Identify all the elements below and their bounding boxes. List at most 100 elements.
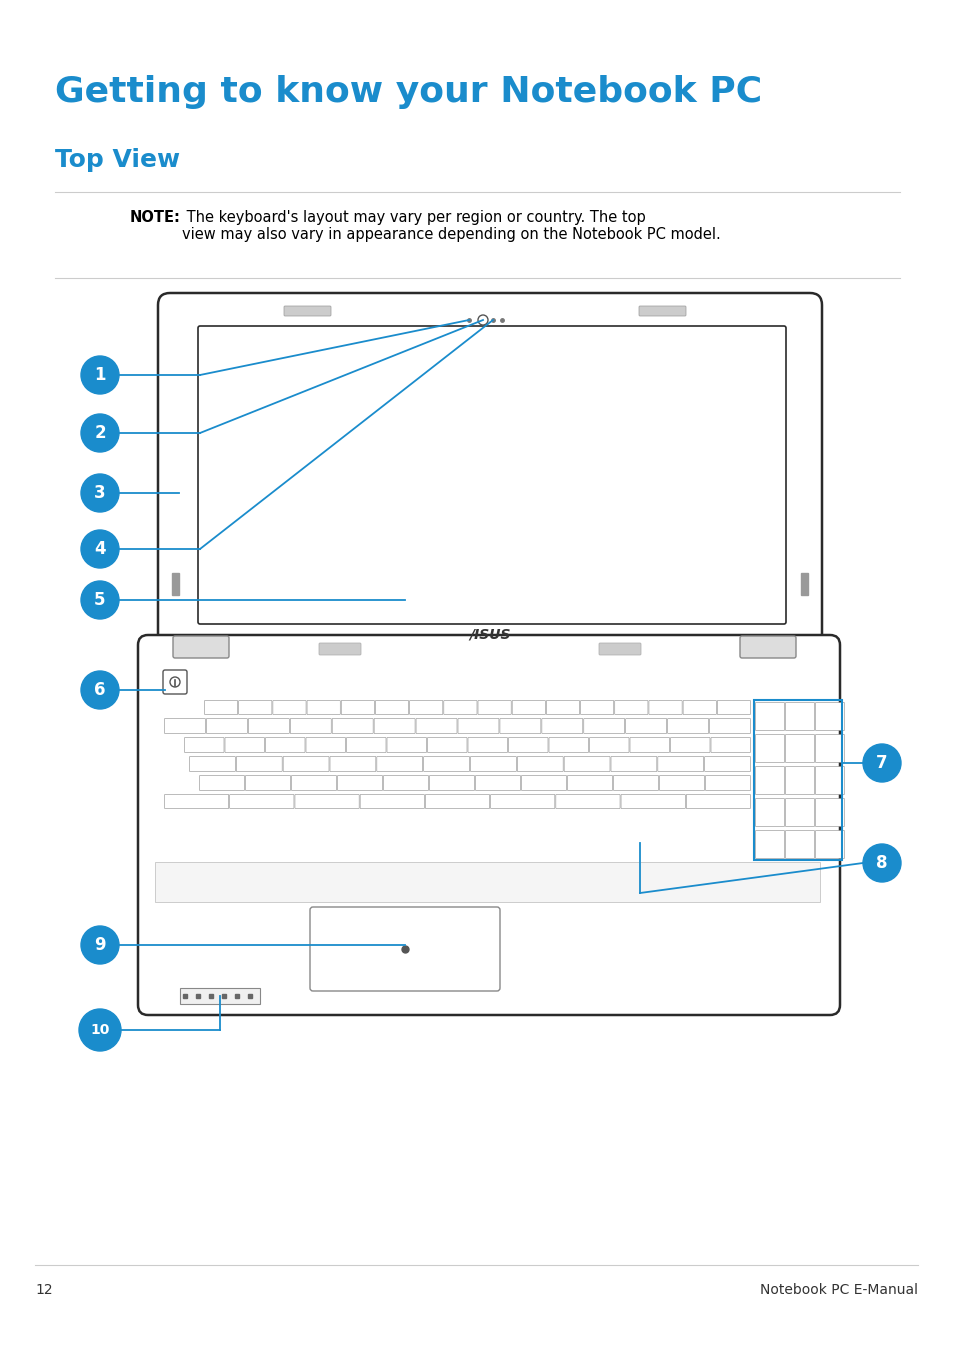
Text: Getting to know your Notebook PC: Getting to know your Notebook PC: [55, 75, 761, 109]
Circle shape: [81, 356, 119, 394]
FancyBboxPatch shape: [341, 701, 374, 714]
FancyBboxPatch shape: [658, 756, 703, 772]
Text: 5: 5: [94, 590, 106, 609]
FancyBboxPatch shape: [625, 718, 666, 733]
FancyBboxPatch shape: [409, 701, 442, 714]
Text: 8: 8: [876, 854, 887, 872]
Bar: [154, 862, 820, 902]
FancyBboxPatch shape: [429, 776, 474, 791]
FancyBboxPatch shape: [416, 718, 456, 733]
FancyBboxPatch shape: [475, 776, 520, 791]
FancyBboxPatch shape: [499, 718, 540, 733]
FancyBboxPatch shape: [238, 701, 272, 714]
FancyBboxPatch shape: [374, 718, 415, 733]
FancyBboxPatch shape: [423, 756, 469, 772]
FancyBboxPatch shape: [236, 756, 282, 772]
FancyBboxPatch shape: [294, 795, 358, 808]
FancyBboxPatch shape: [659, 776, 703, 791]
FancyBboxPatch shape: [563, 756, 609, 772]
FancyBboxPatch shape: [670, 737, 709, 752]
FancyBboxPatch shape: [717, 701, 750, 714]
FancyBboxPatch shape: [567, 776, 612, 791]
FancyBboxPatch shape: [204, 701, 237, 714]
FancyBboxPatch shape: [273, 701, 306, 714]
FancyBboxPatch shape: [330, 756, 375, 772]
FancyBboxPatch shape: [425, 795, 489, 808]
FancyBboxPatch shape: [784, 830, 814, 858]
FancyBboxPatch shape: [310, 907, 499, 991]
FancyBboxPatch shape: [613, 776, 658, 791]
Circle shape: [81, 671, 119, 709]
FancyBboxPatch shape: [225, 737, 264, 752]
Bar: [753, 699, 841, 859]
FancyBboxPatch shape: [784, 799, 814, 826]
Text: Top View: Top View: [55, 148, 180, 172]
FancyBboxPatch shape: [387, 737, 426, 752]
FancyBboxPatch shape: [138, 635, 840, 1015]
FancyBboxPatch shape: [648, 701, 681, 714]
FancyBboxPatch shape: [477, 701, 511, 714]
Text: 1: 1: [94, 366, 106, 385]
FancyBboxPatch shape: [318, 643, 360, 655]
Circle shape: [477, 315, 488, 325]
FancyBboxPatch shape: [815, 830, 843, 858]
FancyBboxPatch shape: [705, 776, 750, 791]
FancyBboxPatch shape: [755, 799, 783, 826]
FancyBboxPatch shape: [815, 767, 843, 795]
FancyBboxPatch shape: [163, 670, 187, 694]
FancyBboxPatch shape: [815, 702, 843, 730]
FancyBboxPatch shape: [629, 737, 669, 752]
FancyBboxPatch shape: [784, 767, 814, 795]
Bar: [180, 989, 260, 1003]
FancyBboxPatch shape: [360, 795, 424, 808]
FancyBboxPatch shape: [620, 795, 684, 808]
Text: NOTE:: NOTE:: [130, 210, 181, 225]
FancyBboxPatch shape: [784, 734, 814, 763]
FancyBboxPatch shape: [346, 737, 386, 752]
FancyBboxPatch shape: [164, 795, 229, 808]
FancyBboxPatch shape: [610, 756, 657, 772]
Bar: [801, 573, 807, 594]
FancyBboxPatch shape: [198, 325, 785, 624]
FancyBboxPatch shape: [589, 737, 628, 752]
Text: /ISUS: /ISUS: [469, 627, 510, 642]
FancyBboxPatch shape: [556, 795, 619, 808]
Text: 2: 2: [94, 424, 106, 443]
FancyBboxPatch shape: [546, 701, 579, 714]
FancyBboxPatch shape: [815, 799, 843, 826]
FancyBboxPatch shape: [190, 756, 235, 772]
FancyBboxPatch shape: [755, 702, 783, 730]
Circle shape: [81, 473, 119, 512]
FancyBboxPatch shape: [541, 718, 582, 733]
FancyBboxPatch shape: [512, 701, 545, 714]
Circle shape: [81, 925, 119, 964]
FancyBboxPatch shape: [685, 795, 750, 808]
FancyBboxPatch shape: [307, 701, 340, 714]
FancyBboxPatch shape: [427, 737, 467, 752]
Text: 9: 9: [94, 936, 106, 954]
FancyBboxPatch shape: [457, 718, 498, 733]
FancyBboxPatch shape: [292, 776, 336, 791]
FancyBboxPatch shape: [614, 701, 647, 714]
FancyBboxPatch shape: [158, 293, 821, 652]
FancyBboxPatch shape: [784, 702, 814, 730]
FancyBboxPatch shape: [245, 776, 291, 791]
FancyBboxPatch shape: [306, 737, 345, 752]
Circle shape: [862, 744, 900, 781]
FancyBboxPatch shape: [517, 756, 562, 772]
FancyBboxPatch shape: [580, 701, 613, 714]
FancyBboxPatch shape: [710, 737, 750, 752]
FancyBboxPatch shape: [468, 737, 507, 752]
Circle shape: [79, 1009, 121, 1050]
FancyBboxPatch shape: [755, 830, 783, 858]
Text: 10: 10: [91, 1024, 110, 1037]
Text: Notebook PC E-Manual: Notebook PC E-Manual: [760, 1283, 917, 1297]
FancyBboxPatch shape: [383, 776, 428, 791]
FancyBboxPatch shape: [206, 718, 247, 733]
FancyBboxPatch shape: [248, 718, 289, 733]
FancyBboxPatch shape: [283, 756, 329, 772]
FancyBboxPatch shape: [164, 718, 205, 733]
FancyBboxPatch shape: [230, 795, 294, 808]
FancyBboxPatch shape: [184, 737, 224, 752]
FancyBboxPatch shape: [265, 737, 305, 752]
